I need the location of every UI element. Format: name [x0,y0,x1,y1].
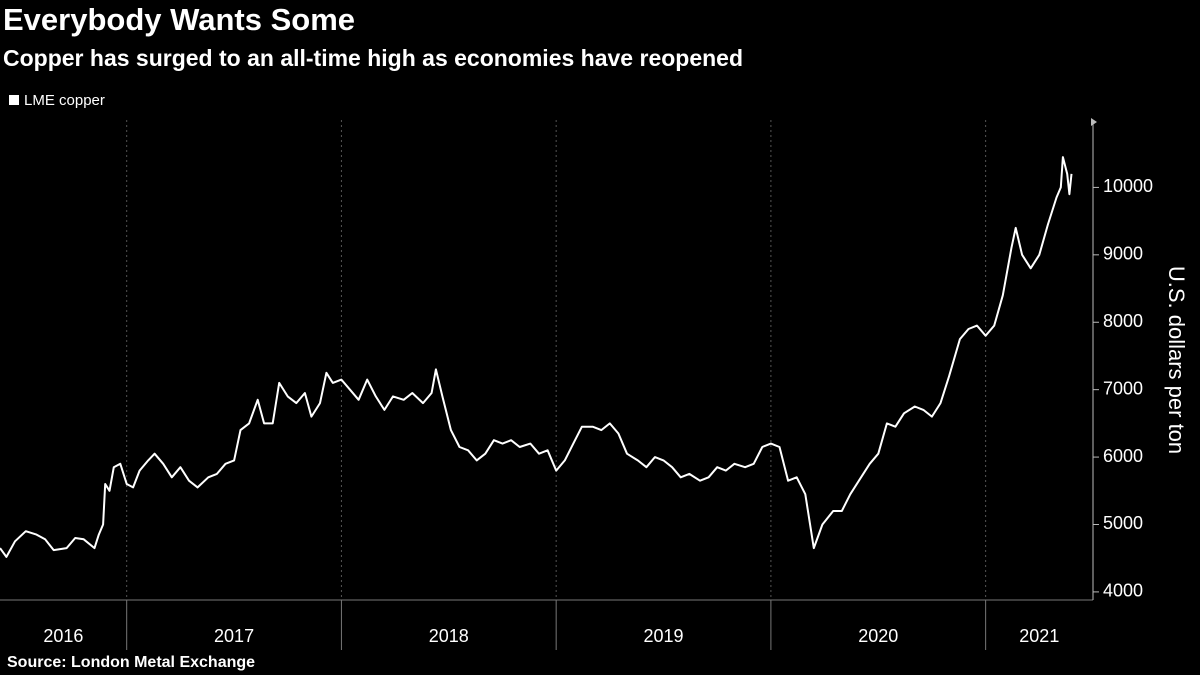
chart-title: Everybody Wants Some [3,2,355,37]
x-tick-label: 2017 [214,626,254,646]
x-tick-label: 2021 [1019,626,1059,646]
x-tick-label: 2020 [858,626,898,646]
y-tick-label: 9000 [1103,244,1143,264]
price-line [0,156,1073,558]
y-tick-label: 8000 [1103,311,1143,331]
x-tick-label: 2018 [429,626,469,646]
x-tick-label: 2016 [43,626,83,646]
y-tick-label: 4000 [1103,581,1143,601]
x-tick-label: 2019 [644,626,684,646]
source: Source: London Metal Exchange [7,654,255,671]
legend-label: LME copper [24,92,105,109]
y-tick-label: 5000 [1103,513,1143,533]
y-tick-label: 7000 [1103,378,1143,398]
y-axis-label: U.S. dollars per ton [1164,266,1189,454]
y-tick-label: 6000 [1103,446,1143,466]
legend-swatch [9,95,19,105]
chart-subtitle: Copper has surged to an all-time high as… [3,45,743,71]
y-axis-arrow [1091,118,1097,126]
y-tick-label: 10000 [1103,176,1153,196]
